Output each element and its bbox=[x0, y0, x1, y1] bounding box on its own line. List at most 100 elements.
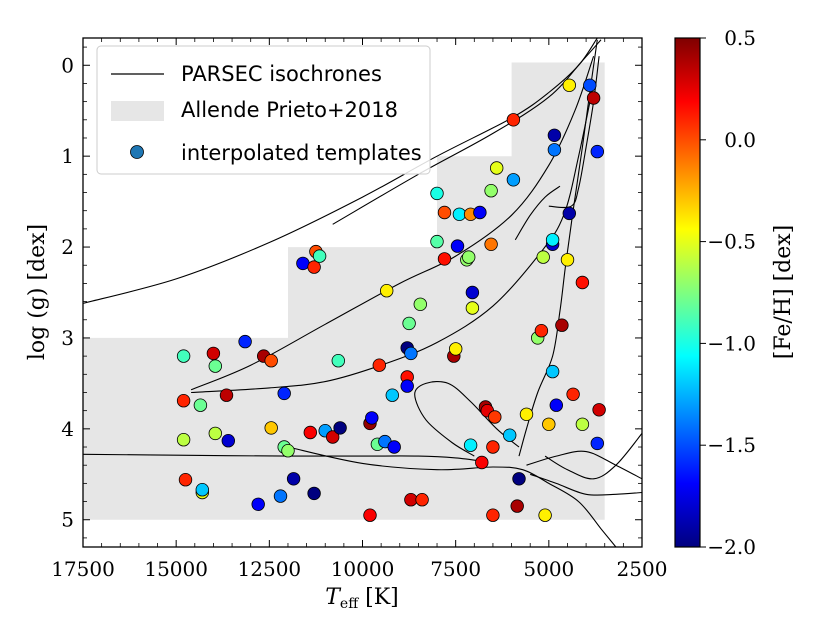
legend: PARSEC isochrones Allende Prieto+2018 in… bbox=[96, 45, 431, 175]
isochrone-curve-12 bbox=[530, 473, 642, 496]
template-point bbox=[208, 426, 223, 441]
template-point bbox=[545, 364, 560, 379]
template-point bbox=[176, 394, 191, 408]
legend-patch-swatch bbox=[111, 101, 164, 121]
y-tick-label: 2 bbox=[61, 235, 74, 259]
template-point bbox=[437, 205, 452, 220]
template-point bbox=[312, 249, 327, 263]
template-point bbox=[542, 417, 556, 432]
template-point bbox=[251, 497, 265, 512]
template-point bbox=[430, 234, 444, 249]
template-point bbox=[503, 428, 517, 442]
template-point bbox=[490, 161, 504, 175]
template-point bbox=[372, 358, 387, 372]
colorbar-tick-label: −0.5 bbox=[707, 230, 756, 254]
template-point bbox=[465, 301, 480, 315]
y-tick-label: 5 bbox=[61, 508, 74, 532]
template-point bbox=[404, 346, 418, 361]
y-tick-label: 4 bbox=[61, 417, 74, 441]
template-point bbox=[536, 250, 550, 264]
template-point bbox=[562, 78, 577, 93]
y-tick-label: 1 bbox=[61, 144, 74, 168]
y-tick-label: 3 bbox=[61, 326, 74, 350]
template-point bbox=[583, 78, 597, 93]
template-point bbox=[547, 143, 562, 157]
template-point bbox=[560, 253, 575, 267]
colorbar bbox=[674, 37, 701, 548]
isochrone-curve-9 bbox=[83, 453, 486, 463]
template-point bbox=[178, 473, 193, 487]
template-point bbox=[277, 386, 291, 401]
template-point bbox=[538, 508, 552, 522]
y-axis: 0 1 2 3 4 5 bbox=[61, 46, 642, 539]
template-point bbox=[452, 207, 467, 222]
template-point bbox=[363, 508, 377, 522]
template-point bbox=[547, 128, 562, 143]
colorbar-tick-label: 0.0 bbox=[724, 128, 756, 152]
template-point bbox=[592, 403, 606, 417]
interpolated-templates bbox=[176, 78, 606, 522]
template-point bbox=[176, 349, 191, 363]
x-tick-label: 10000 bbox=[331, 557, 395, 581]
template-point bbox=[586, 91, 601, 105]
isochrone-curve-11 bbox=[544, 433, 642, 480]
template-point bbox=[575, 417, 590, 432]
template-point bbox=[430, 186, 444, 201]
template-point bbox=[590, 144, 605, 159]
template-point bbox=[512, 472, 526, 486]
isochrone-curve-4 bbox=[191, 83, 595, 394]
template-point bbox=[176, 433, 191, 447]
template-point bbox=[413, 297, 428, 312]
x-tick-label: 12500 bbox=[238, 557, 302, 581]
colorbar-tick-label: −1.0 bbox=[707, 331, 756, 355]
template-point bbox=[475, 455, 489, 470]
template-point bbox=[402, 316, 416, 331]
template-point bbox=[449, 342, 463, 356]
template-point bbox=[326, 430, 340, 444]
template-point bbox=[549, 398, 564, 412]
template-point bbox=[221, 434, 236, 448]
y-axis-title: log (g) [dex] bbox=[25, 224, 50, 360]
colorbar-axis: 0.5 0.0 −0.5 −1.0 −1.5 −2.0 bbox=[700, 26, 756, 559]
colorbar-title: [Fe/H] [dex] bbox=[771, 225, 796, 360]
template-point bbox=[303, 425, 318, 440]
y-tick-label: 0 bbox=[61, 53, 74, 77]
template-point bbox=[193, 398, 208, 412]
template-point bbox=[387, 440, 401, 454]
legend-label-templates: interpolated templates bbox=[181, 141, 422, 165]
template-point bbox=[385, 388, 400, 402]
template-point bbox=[486, 508, 500, 522]
template-point bbox=[307, 486, 321, 501]
template-point bbox=[195, 483, 210, 497]
template-point bbox=[264, 421, 278, 435]
template-point bbox=[506, 113, 521, 127]
template-point bbox=[519, 407, 534, 422]
template-point bbox=[404, 493, 418, 507]
template-point bbox=[415, 493, 429, 507]
x-axis: 17500 15000 12500 10000 7500 5000 2500 bbox=[51, 38, 667, 581]
isochrone-curve-8 bbox=[414, 381, 520, 457]
template-point bbox=[331, 354, 346, 368]
template-point bbox=[510, 499, 524, 513]
template-point bbox=[534, 324, 549, 338]
template-point bbox=[590, 436, 605, 451]
template-point bbox=[566, 387, 580, 402]
template-point bbox=[462, 250, 476, 264]
x-axis-title: Teff [K] bbox=[325, 585, 399, 612]
template-point bbox=[562, 206, 577, 221]
template-point bbox=[506, 173, 521, 187]
template-point bbox=[273, 489, 288, 503]
legend-marker-swatch bbox=[130, 145, 144, 159]
template-point bbox=[208, 359, 223, 373]
template-point bbox=[450, 239, 465, 253]
template-point bbox=[484, 183, 498, 198]
legend-label-grid: Allende Prieto+2018 bbox=[181, 98, 398, 122]
legend-label-isochrones: PARSEC isochrones bbox=[181, 62, 382, 86]
template-point bbox=[488, 410, 502, 424]
template-point bbox=[365, 411, 379, 425]
template-point bbox=[486, 440, 500, 454]
template-point bbox=[264, 354, 278, 368]
template-point bbox=[400, 379, 414, 393]
template-point bbox=[380, 284, 394, 298]
colorbar-tick-label: −2.0 bbox=[707, 535, 756, 559]
